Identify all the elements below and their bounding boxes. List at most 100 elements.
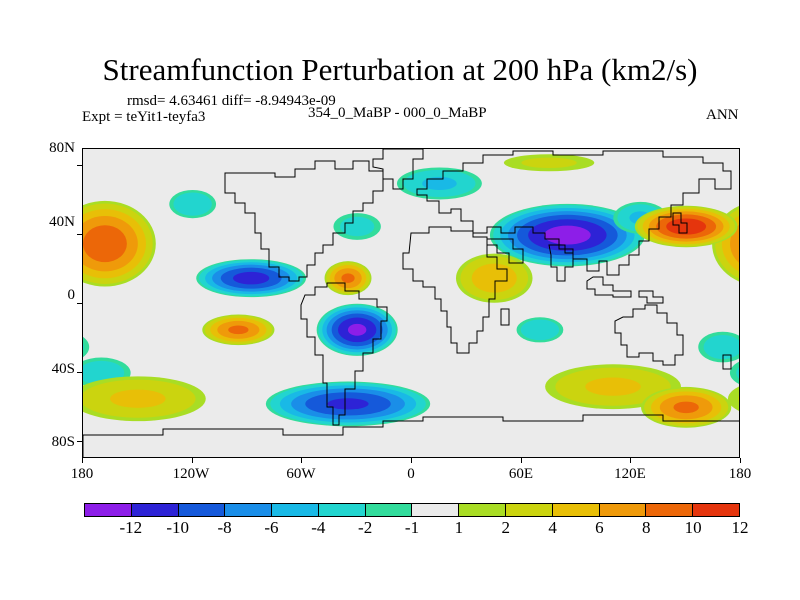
coastline-eurasia bbox=[416, 150, 732, 276]
colorbar-label: -10 bbox=[166, 518, 190, 537]
colorbar-label: -2 bbox=[358, 518, 373, 537]
coastline-australia bbox=[614, 304, 684, 366]
lon-label-60w: 60W bbox=[286, 466, 316, 482]
colorbar-box bbox=[85, 504, 132, 516]
contour-neg-southwest-level--1 bbox=[729, 361, 739, 385]
colorbar-box bbox=[365, 504, 413, 516]
contour-pos-samerica-w-level-8 bbox=[228, 325, 249, 335]
contour-neg-pacific-north-level--2 bbox=[173, 192, 212, 216]
coastline-new-zealand bbox=[722, 354, 732, 370]
x-tick bbox=[630, 458, 632, 463]
map-left-axis bbox=[82, 148, 83, 458]
x-tick bbox=[740, 458, 741, 463]
coastlines bbox=[83, 149, 739, 457]
coastline-madagascar bbox=[500, 308, 510, 326]
colorbar-label: 10 bbox=[684, 518, 702, 537]
colorbar-box bbox=[599, 504, 647, 516]
colorbar-label: 12 bbox=[731, 518, 749, 537]
lat-label-0: 0 bbox=[67, 287, 76, 303]
lon-label-120e: 120E bbox=[614, 466, 646, 482]
colorbar-box bbox=[131, 504, 179, 516]
colorbar-label: -4 bbox=[311, 518, 326, 537]
contour-pos-npacific-west-level-8 bbox=[83, 225, 127, 263]
colorbar-label: -8 bbox=[217, 518, 232, 537]
contour-neg-asia-level--12 bbox=[544, 225, 591, 245]
contour-field bbox=[83, 154, 739, 428]
contour-pos-africa-level-4 bbox=[471, 263, 517, 293]
contour-neg-australia-level--2 bbox=[703, 335, 739, 360]
map-svg bbox=[83, 149, 739, 457]
colorbar-label: -1 bbox=[404, 518, 420, 537]
y-tick bbox=[77, 234, 82, 236]
contour-neg-samerica-level--12 bbox=[347, 323, 367, 336]
x-tick bbox=[411, 458, 412, 463]
x-tick bbox=[520, 458, 522, 463]
colorbar-label: 4 bbox=[548, 518, 557, 537]
colorbar-label: -12 bbox=[119, 518, 143, 537]
coastline-north-america bbox=[224, 160, 384, 282]
y-tick bbox=[77, 440, 82, 442]
contour-neg-northatlantic-level--2 bbox=[340, 216, 375, 237]
contour-pos-south-indian-level-4 bbox=[585, 377, 641, 396]
coastline-new-guinea bbox=[638, 290, 664, 304]
colorbar-label: 6 bbox=[595, 518, 604, 537]
colorbar-box bbox=[459, 504, 507, 516]
colorbar-box bbox=[272, 504, 319, 516]
coastline-indonesia bbox=[586, 276, 632, 298]
colorbar bbox=[84, 503, 740, 517]
coastline-south-america bbox=[300, 282, 388, 426]
coastline-arabia bbox=[486, 238, 524, 264]
coastline-greenland bbox=[372, 149, 424, 190]
lon-label-180e: 180 bbox=[728, 466, 752, 482]
map-title: Streamfunction Perturbation at 200 hPa (… bbox=[102, 52, 698, 87]
lon-label-180w: 180 bbox=[70, 466, 94, 482]
colorbar-box bbox=[693, 504, 739, 516]
contour-neg-australia-level--2 bbox=[83, 343, 84, 351]
coastline-india bbox=[548, 244, 574, 282]
contour-pos-southpacific-level-2 bbox=[738, 395, 739, 403]
lon-label-60e: 60E bbox=[508, 466, 534, 482]
experiment-label: Expt = teYit1-teyfa3 bbox=[82, 109, 206, 125]
contour-pos-southpacific-level-4 bbox=[110, 389, 166, 408]
colorbar-box bbox=[506, 504, 553, 516]
contour-neg-southwest-level--2 bbox=[736, 367, 739, 379]
lat-label-80s: 80S bbox=[51, 434, 75, 450]
lat-label-40n: 40N bbox=[49, 214, 75, 230]
colorbar-label: -6 bbox=[264, 518, 279, 537]
contour-neg-southern-level--10 bbox=[327, 398, 369, 410]
lon-label-0: 0 bbox=[407, 466, 415, 482]
lon-label-120w: 120W bbox=[172, 466, 210, 482]
colorbar-label: 2 bbox=[501, 518, 510, 537]
season-label: ANN bbox=[706, 107, 739, 123]
contour-neg-atlantic-n-level--4 bbox=[422, 176, 457, 190]
colorbar-box bbox=[178, 504, 226, 516]
colorbar-label: 1 bbox=[454, 518, 464, 537]
x-tick bbox=[191, 458, 193, 463]
contour-pos-southeast-level-8 bbox=[673, 401, 699, 414]
x-tick bbox=[301, 458, 303, 463]
lat-label-80n: 80N bbox=[49, 140, 75, 156]
colorbar-box bbox=[225, 504, 273, 516]
contour-pos-natlantic-level-8 bbox=[341, 273, 355, 283]
y-tick bbox=[77, 303, 82, 304]
contour-pos-arctic-level-2 bbox=[521, 157, 577, 168]
contour-neg-indian-level--2 bbox=[520, 319, 560, 341]
contour-neg-camerica-level--10 bbox=[233, 271, 270, 285]
colorbar-box bbox=[552, 504, 600, 516]
y-tick bbox=[77, 371, 82, 373]
coastline-japan bbox=[672, 212, 688, 234]
x-tick bbox=[82, 458, 83, 463]
coastline-africa bbox=[402, 226, 508, 354]
period-label: 354_0_MaBP - 000_0_MaBP bbox=[308, 105, 487, 121]
contour-neg-australia-level--1 bbox=[83, 336, 90, 358]
colorbar-box bbox=[318, 504, 366, 516]
contour-pos-npacific-east-level-10 bbox=[666, 218, 707, 235]
colorbar-label: 8 bbox=[642, 518, 651, 537]
stats-line: rmsd= 4.63461 diff= -8.94943e-09 bbox=[127, 93, 336, 109]
lat-label-40s: 40S bbox=[51, 361, 75, 377]
colorbar-box bbox=[646, 504, 694, 516]
colorbar-box bbox=[412, 504, 460, 516]
coastline-antarctica bbox=[83, 414, 739, 457]
y-tick bbox=[77, 165, 82, 167]
map-plot-area bbox=[82, 148, 740, 458]
